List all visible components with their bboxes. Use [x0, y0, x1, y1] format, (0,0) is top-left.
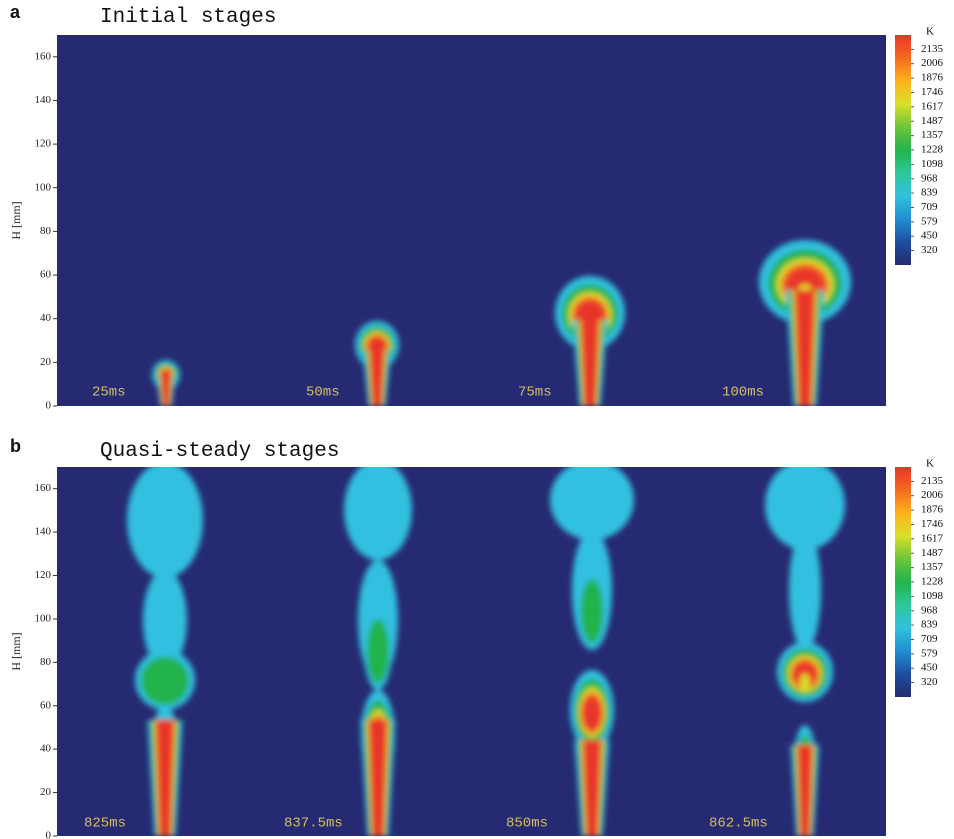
colorbar-tick-label: 450 — [921, 230, 938, 242]
colorbar-tick-label: 320 — [921, 676, 938, 688]
colorbar-tick-label: 1098 — [921, 158, 944, 170]
snapshot-label: 862.5ms — [709, 816, 768, 832]
colorbar-tick-label: 968 — [921, 172, 938, 184]
panel-title: Initial stages — [100, 6, 276, 29]
colorbar-tick-label: 839 — [921, 619, 938, 631]
plume-core — [583, 697, 601, 731]
y-tick-label: 160 — [35, 50, 52, 62]
plume-core — [581, 579, 603, 643]
y-tick-label: 140 — [35, 526, 52, 538]
colorbar-tick-label: 839 — [921, 187, 938, 199]
y-tick-label: 100 — [35, 612, 52, 624]
y-tick-label: 20 — [40, 356, 52, 368]
colorbar-tick-label: 2006 — [921, 489, 944, 501]
colorbar-tick-label: 1617 — [921, 100, 944, 112]
colorbar-tick-label: 450 — [921, 662, 938, 674]
y-tick-label: 60 — [40, 269, 52, 281]
y-tick-label: 40 — [40, 312, 52, 324]
y-axis-label: H [mm] — [9, 201, 23, 239]
plume-core — [367, 619, 389, 683]
colorbar-tick-label: 1357 — [921, 129, 944, 141]
colorbar-tick-label: 1876 — [921, 504, 944, 516]
colorbar-tick-label: 1876 — [921, 72, 944, 84]
panel-label: b — [10, 436, 21, 456]
colorbar-tick-label: 968 — [921, 604, 938, 616]
snapshot-label: 25ms — [92, 385, 126, 401]
colorbar-tick-label: 1228 — [921, 575, 944, 587]
colorbar-tick-label: 2135 — [921, 475, 944, 487]
y-tick-label: 100 — [35, 181, 52, 193]
y-tick-label: 0 — [46, 830, 52, 839]
plume-core — [789, 530, 821, 650]
snapshot-label: 50ms — [306, 385, 340, 401]
y-tick-label: 140 — [35, 94, 52, 106]
plume-core — [344, 460, 412, 560]
plume-core — [141, 657, 189, 705]
plot-area — [57, 35, 886, 406]
colorbar-tick-label: 2006 — [921, 57, 944, 69]
y-tick-label: 160 — [35, 482, 52, 494]
snapshot-label: 850ms — [506, 816, 548, 832]
figure: a Initial stages 25ms 50ms 75ms 100ms 0 20 40 60 8… — [0, 0, 954, 839]
y-axis-label: H [mm] — [9, 632, 23, 670]
colorbar — [895, 467, 911, 697]
snapshot-label: 75ms — [518, 385, 552, 401]
y-tick-label: 40 — [40, 743, 52, 755]
colorbar-tick-label: 1746 — [921, 518, 944, 530]
y-tick-label: 20 — [40, 786, 52, 798]
panel-label: a — [10, 2, 21, 22]
colorbar-tick-label: 1228 — [921, 143, 944, 155]
panel-title: Quasi-steady stages — [100, 440, 339, 463]
y-tick-label: 80 — [40, 225, 52, 237]
colorbar-tick-label: 579 — [921, 647, 938, 659]
plume-core — [550, 460, 634, 540]
colorbar-tick-label: 1357 — [921, 561, 944, 573]
plume-core — [127, 462, 203, 578]
colorbar-unit: K — [926, 458, 934, 470]
colorbar-unit: K — [926, 26, 934, 38]
colorbar-tick-label: 1487 — [921, 547, 944, 559]
colorbar-tick-label: 2135 — [921, 43, 944, 55]
colorbar-tick-label: 320 — [921, 244, 938, 256]
y-tick-label: 60 — [40, 699, 52, 711]
y-tick-label: 0 — [46, 400, 52, 412]
y-tick-label: 120 — [35, 138, 52, 150]
colorbar-tick-label: 1098 — [921, 590, 944, 602]
snapshot-label: 100ms — [722, 385, 764, 401]
colorbar-tick-label: 1746 — [921, 86, 944, 98]
colorbar-tick-label: 709 — [921, 633, 938, 645]
colorbar-tick-label: 709 — [921, 201, 938, 213]
y-tick-label: 80 — [40, 656, 52, 668]
snapshot-label: 825ms — [84, 816, 126, 832]
y-tick-label: 120 — [35, 569, 52, 581]
colorbar-tick-label: 1617 — [921, 532, 944, 544]
colorbar-tick-label: 579 — [921, 215, 938, 227]
colorbar-tick-label: 1487 — [921, 115, 944, 127]
colorbar — [895, 35, 911, 265]
snapshot-label: 837.5ms — [284, 816, 343, 832]
plume-dent — [800, 674, 810, 692]
